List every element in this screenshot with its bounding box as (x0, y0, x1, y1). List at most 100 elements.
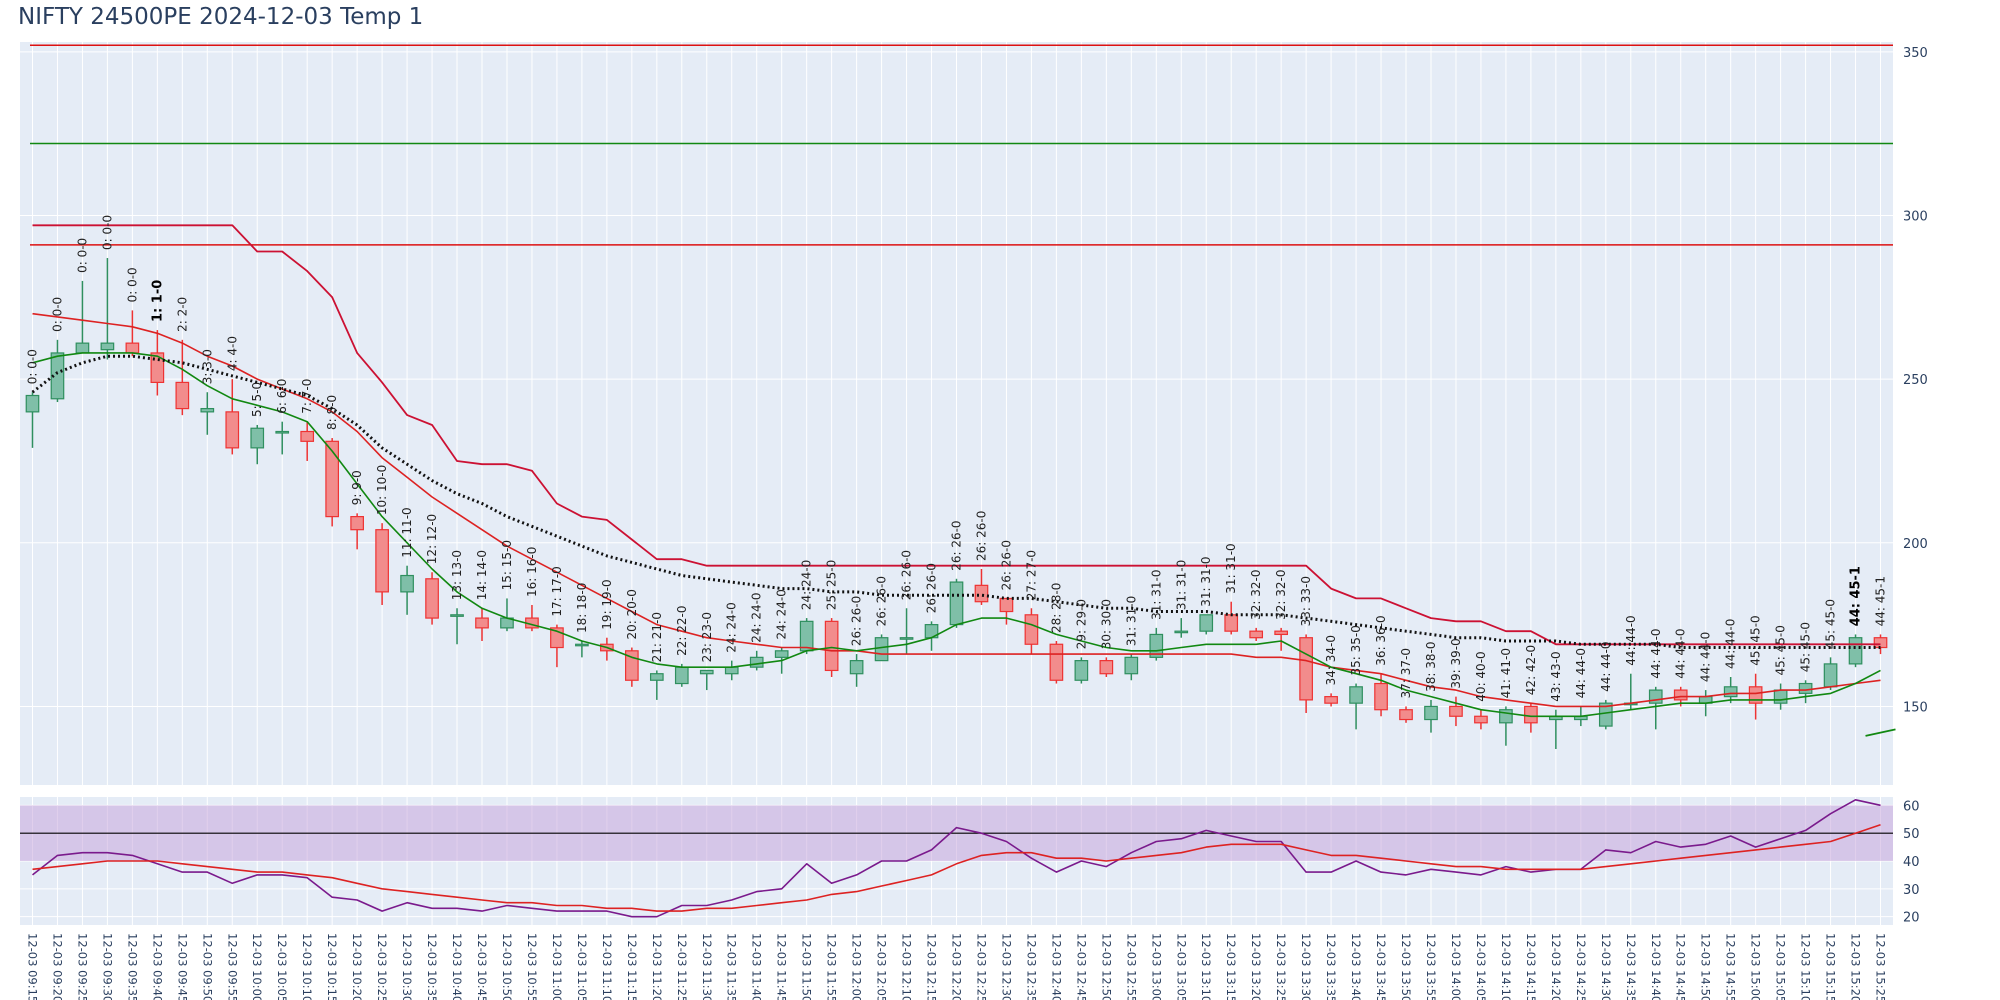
candle-annotation: 7: 7-0 (300, 379, 314, 414)
candle (1474, 709, 1488, 730)
candle-body (1299, 637, 1313, 701)
x-tick-label: 12-03 10:25 (375, 933, 389, 1000)
candle-annotation: 25: 25-0 (825, 560, 839, 610)
x-tick-label: 12-03 12:15 (925, 933, 939, 1000)
candle-annotation: 35: 35-0 (1349, 625, 1363, 675)
candle-annotation: 0: 0-0 (26, 349, 40, 384)
candle-annotation: 19: 19-0 (600, 579, 614, 629)
x-tick-label: 12-03 13:15 (1224, 933, 1238, 1000)
candle (1873, 634, 1888, 655)
candle (949, 578, 964, 628)
x-tick-label: 12-03 15:15 (1824, 933, 1838, 1000)
candle-annotation: 16: 16-0 (525, 547, 539, 597)
candle-annotation: 1: 1-0 (150, 280, 165, 322)
candle (425, 572, 439, 625)
candle-body (899, 637, 914, 640)
candle-annotation: 26: 26-0 (999, 540, 1013, 590)
x-tick-label: 12-03 14:00 (1449, 933, 1463, 1000)
candle-annotation: 32: 32-0 (1249, 570, 1263, 620)
candle-body (1748, 686, 1763, 704)
candle-body (1174, 630, 1189, 634)
candle-body (375, 529, 389, 593)
candle (1848, 634, 1863, 668)
x-tick-label: 12-03 14:30 (1599, 933, 1613, 1000)
candle-body (225, 411, 240, 449)
candle-body (1474, 715, 1488, 724)
x-tick-label: 12-03 11:35 (725, 933, 739, 1000)
candle-body (1374, 682, 1388, 711)
candle-body (425, 578, 439, 619)
candle-body (1199, 614, 1214, 632)
x-tick-label: 12-03 14:05 (1474, 933, 1488, 1000)
candle (25, 392, 40, 448)
candle (50, 339, 65, 403)
x-tick-label: 12-03 13:30 (1299, 933, 1313, 1000)
candle-annotation: 44: 44-0 (1599, 642, 1613, 692)
candle-body (150, 352, 165, 384)
candle-annotation: 11: 11-0 (400, 507, 414, 557)
x-tick-label: 12-03 13:50 (1399, 933, 1413, 1000)
ema-slow-line (32, 312, 1881, 708)
indicator-y-tick-label: 30 (1903, 883, 1920, 898)
candle (325, 438, 340, 527)
candle-body (1873, 637, 1888, 649)
candle (799, 618, 814, 655)
x-tick-label: 12-03 13:35 (1324, 933, 1338, 1000)
x-tick-label: 12-03 10:50 (500, 933, 514, 1000)
candle-body (400, 574, 414, 593)
x-tick-label: 12-03 11:10 (600, 933, 614, 1000)
candle-annotation: 31: 31-0 (1224, 543, 1238, 593)
candle-annotation: 28: 28-0 (1049, 583, 1063, 633)
x-tick-label: 12-03 10:10 (300, 933, 314, 1000)
x-tick-label: 12-03 14:10 (1499, 933, 1513, 1000)
x-tick-label: 12-03 09:20 (51, 933, 65, 1000)
x-tick-label: 12-03 10:00 (250, 933, 264, 1000)
indicator-y-tick-label: 40 (1903, 855, 1920, 870)
candle-annotation: 31: 31-0 (1124, 596, 1138, 646)
candle (175, 339, 190, 416)
candle (400, 565, 414, 615)
candle (375, 523, 389, 605)
x-tick-label: 12-03 09:30 (100, 933, 114, 1000)
candle-annotation: 0: 0-0 (100, 215, 114, 250)
candle (1149, 627, 1164, 661)
indicator-y-tick-label: 50 (1903, 827, 1920, 842)
candle (1074, 657, 1089, 684)
x-tick-label: 12-03 09:40 (150, 933, 164, 1000)
candle-annotation: 38: 38-0 (1424, 642, 1438, 692)
candle (350, 513, 364, 550)
candle (974, 568, 989, 605)
x-tick-label: 12-03 11:20 (650, 933, 664, 1000)
x-tick-label: 12-03 13:10 (1199, 933, 1213, 1000)
candle-body (1773, 689, 1788, 704)
candle-body (250, 427, 265, 449)
candle (1049, 640, 1064, 684)
candle-annotation: 31: 31-0 (1149, 570, 1163, 620)
candle (1449, 696, 1463, 727)
candle-annotation: 0: 0-0 (75, 238, 89, 273)
x-axis: 12-03 09:15 12-03 09:20 12-03 09:25 12-03 0… (26, 933, 1888, 1000)
x-tick-label: 12-03 12:55 (1124, 933, 1138, 1000)
candle-body (1673, 689, 1688, 701)
price-panel: 150 200 250 300 350 0: 0-0 0: 0-0 0: 0-0 0: 0-0 0… (20, 42, 1928, 785)
x-tick-label: 12-03 10:15 (325, 933, 339, 1000)
x-tick-label: 12-03 09:35 (125, 933, 139, 1000)
candle-body (974, 584, 989, 603)
x-tick-label: 12-03 13:25 (1274, 933, 1288, 1000)
candle-annotation: 17: 17-0 (550, 566, 564, 616)
candle-body (1798, 682, 1813, 694)
indicator-panel: 20 30 40 50 60 (20, 797, 1920, 926)
candle-annotation: 44: 44-0 (1624, 615, 1638, 665)
upper-band-line (32, 224, 1881, 646)
candle-annotation: 26: 26-0 (950, 520, 964, 570)
candle-annotation: 44: 44-0 (1699, 632, 1713, 682)
candle (475, 608, 489, 641)
x-tick-label: 12-03 12:05 (875, 933, 889, 1000)
candle-body (799, 620, 814, 652)
candle (849, 654, 864, 687)
x-tick-label: 12-03 10:35 (425, 933, 439, 1000)
x-tick-label: 12-03 13:05 (1174, 933, 1188, 1000)
x-tick-label: 12-03 11:00 (550, 933, 564, 1000)
candle (300, 421, 315, 461)
